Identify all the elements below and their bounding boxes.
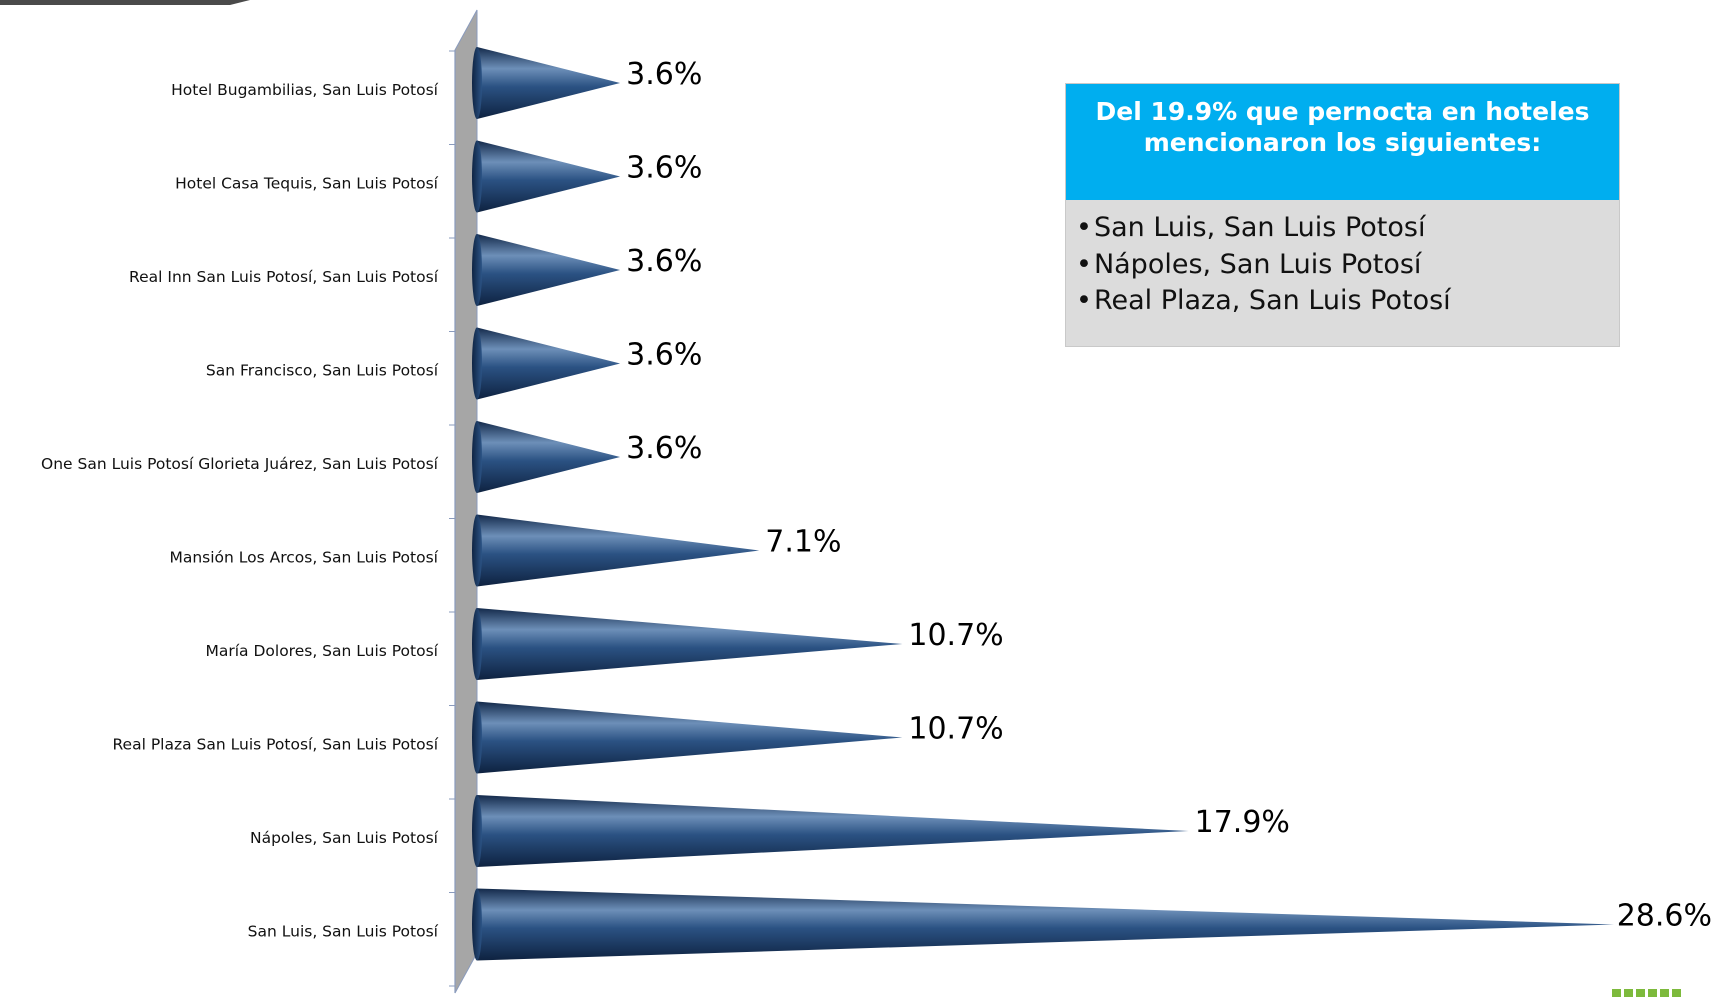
info-box-item-text: San Luis, San Luis Potosí [1093, 212, 1426, 243]
category-label: Hotel Casa Tequis, San Luis Potosí [175, 175, 439, 193]
info-box-item: •San Luis, San Luis Potosí [1076, 210, 1619, 247]
value-label: 10.7% [908, 712, 1003, 747]
info-box-item-text: Nápoles, San Luis Potosí [1093, 248, 1422, 280]
value-labels: 3.6% 3.6% 3.6% 3.6% 3.6% 7.1% 10.7% 10.7% 17.9% 2… [626, 57, 1712, 934]
cone-base [472, 514, 482, 587]
category-label: Mansión Los Arcos, San Luis Potosí [169, 549, 438, 567]
info-box: Del 19.9% que pernocta en hoteles mencio… [1065, 83, 1620, 347]
info-box-item: •Nápoles, San Luis Potosí [1076, 247, 1619, 284]
info-box-item-text: Real Plaza, San Luis Potosí [1093, 285, 1451, 316]
cone-bar [477, 701, 903, 774]
bullet-glyph: • [1076, 212, 1092, 243]
category-label: Hotel Bugambilias, San Luis Potosí [171, 81, 439, 99]
category-label: Real Inn San Luis Potosí, San Luis Potos… [129, 268, 439, 286]
cone-bar [477, 327, 621, 400]
info-box-title: Del 19.9% que pernocta en hoteles mencio… [1066, 84, 1619, 200]
category-label: San Luis, San Luis Potosí [248, 923, 439, 941]
value-label: 10.7% [908, 618, 1003, 653]
logo-fragment [1612, 983, 1718, 997]
info-box-list: •San Luis, San Luis Potosí •Nápoles, San… [1066, 200, 1619, 320]
cone-bar [477, 795, 1189, 867]
value-label: 7.1% [765, 525, 841, 560]
cone-bar [477, 421, 621, 493]
category-label: Nápoles, San Luis Potosí [250, 829, 439, 847]
category-label: San Francisco, San Luis Potosí [206, 362, 439, 380]
cone-base [472, 140, 482, 213]
category-label: María Dolores, San Luis Potosí [206, 642, 439, 660]
cone-base [472, 888, 482, 961]
cone-bar [477, 47, 621, 119]
bullet-glyph: • [1076, 248, 1092, 280]
cone-base [472, 701, 482, 774]
cone-bar [477, 234, 621, 306]
value-label: 3.6% [626, 57, 702, 92]
cone-base [472, 327, 482, 400]
slide-corner-decoration [0, 0, 250, 5]
value-label: 3.6% [626, 151, 702, 186]
cone-bar [477, 888, 1614, 961]
cone-base [472, 421, 482, 493]
cone-base [472, 234, 482, 306]
value-label: 3.6% [626, 431, 702, 466]
value-label: 17.9% [1195, 805, 1290, 840]
bullet-glyph: • [1076, 285, 1092, 316]
cone-base [472, 795, 482, 867]
cone-base [472, 47, 482, 119]
category-labels: Hotel Bugambilias, San Luis Potosí Hotel … [41, 81, 439, 941]
category-label: One San Luis Potosí Glorieta Juárez, San… [41, 455, 439, 473]
info-box-item: •Real Plaza, San Luis Potosí [1076, 283, 1619, 320]
cone-bar [477, 608, 903, 680]
category-label: Real Plaza San Luis Potosí, San Luis Pot… [112, 736, 438, 754]
cone-bar [477, 514, 760, 587]
bars-layer [472, 47, 1614, 961]
value-label: 3.6% [626, 244, 702, 279]
value-label: 28.6% [1617, 899, 1712, 934]
cone-bar [477, 140, 621, 213]
cone-base [472, 608, 482, 680]
value-label: 3.6% [626, 338, 702, 373]
